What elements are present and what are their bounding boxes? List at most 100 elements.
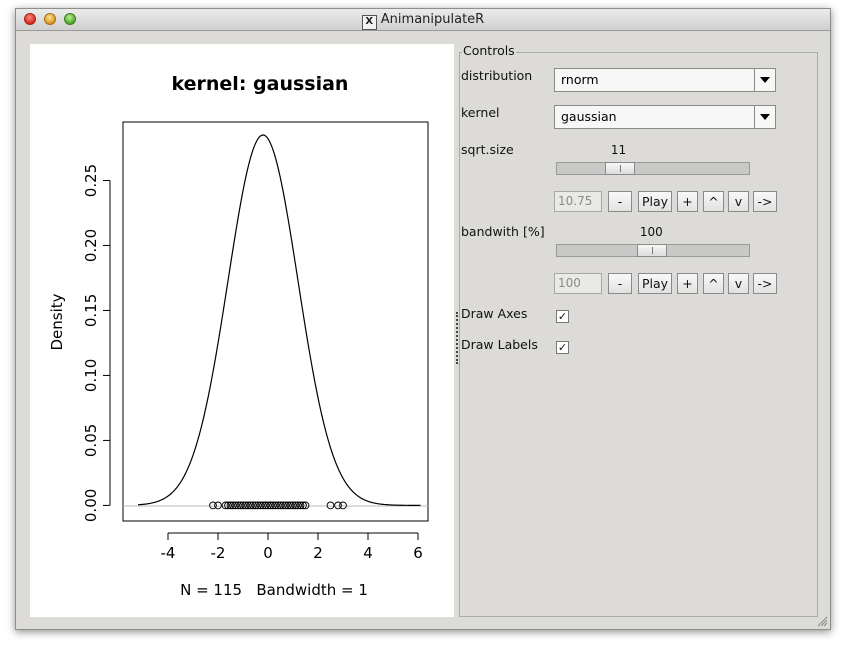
rug-point — [246, 501, 255, 510]
window-title: X AnimanipulateR — [16, 12, 830, 30]
bandwidth-value: 100 — [639, 225, 663, 239]
rug-point — [301, 501, 310, 510]
y-tick-label: 0.10 — [82, 359, 100, 392]
rug-point — [334, 501, 342, 510]
rug-point — [251, 501, 260, 510]
kernel-label: kernel — [461, 105, 500, 120]
rug-point — [276, 501, 285, 510]
controls-group — [459, 52, 818, 617]
distribution-label: distribution — [461, 68, 533, 83]
rug-point — [244, 501, 252, 510]
chevron-down-icon — [760, 77, 770, 83]
rug-point — [264, 501, 272, 510]
rug-point — [229, 501, 237, 510]
axis-group: -4 -2 0 2 4 6 0.00 0.05 0.10 0.15 0.20 0.25 — [82, 164, 423, 562]
rug-point — [279, 501, 287, 510]
kernel-combobox[interactable]: gaussian — [554, 105, 776, 129]
sqrt-size-slider[interactable] — [556, 162, 750, 175]
bandwidth-down-button[interactable]: v — [728, 273, 749, 294]
x-tick-label: -4 — [161, 544, 176, 562]
rug-point — [261, 501, 270, 510]
x11-icon: X — [361, 15, 377, 30]
sqrt-size-up-button[interactable]: ^ — [703, 191, 724, 212]
kernel-value: gaussian — [561, 109, 617, 124]
bandwidth-input[interactable]: 100 — [554, 273, 602, 294]
window-title-text: AnimanipulateR — [380, 12, 485, 27]
rug-point — [234, 501, 242, 510]
y-tick-label: 0.05 — [82, 424, 100, 457]
y-tick-label: 0.25 — [82, 164, 100, 197]
draw-labels-checkbox[interactable]: ✓ — [556, 341, 569, 354]
rug-point — [271, 501, 280, 510]
bandwidth-decrement-button[interactable]: - — [608, 273, 632, 294]
sqrt-size-slider-thumb[interactable] — [604, 162, 635, 175]
close-window-button[interactable] — [24, 13, 36, 25]
rug-point — [241, 501, 250, 510]
rug-point — [236, 501, 245, 510]
rug-point — [299, 501, 307, 510]
distribution-value: rnorm — [561, 72, 599, 87]
bandwidth-label: bandwith [%] — [461, 224, 545, 239]
rug-point — [254, 501, 262, 510]
rug-point — [269, 501, 277, 510]
rug-point — [281, 501, 290, 510]
x-tick-label: -2 — [211, 544, 226, 562]
x-axis-label: N = 115 Bandwidth = 1 — [180, 581, 368, 599]
rug-point — [284, 501, 292, 510]
x-tick-label: 0 — [263, 544, 273, 562]
rug-point — [256, 501, 265, 510]
rug-point — [249, 501, 257, 510]
y-tick-label: 0.00 — [82, 489, 100, 522]
sqrt-size-play-button[interactable]: Play — [638, 191, 672, 212]
rug-point — [296, 501, 305, 510]
sqrt-size-label: sqrt.size — [461, 142, 514, 157]
controls-legend: Controls — [462, 43, 516, 58]
rug-point — [231, 501, 240, 510]
draw-axes-checkbox[interactable]: ✓ — [556, 310, 569, 323]
density-curve — [137, 134, 421, 506]
sqrt-size-step-button[interactable]: -> — [753, 191, 777, 212]
rug-point — [239, 501, 247, 510]
y-tick-label: 0.20 — [82, 229, 100, 262]
distribution-combobox[interactable]: rnorm — [554, 68, 776, 92]
x-tick-label: 6 — [413, 544, 423, 562]
sqrt-size-down-button[interactable]: v — [728, 191, 749, 212]
rug-point — [286, 501, 295, 510]
bandwidth-increment-button[interactable]: + — [677, 273, 698, 294]
rug-points — [209, 501, 347, 510]
plot-frame — [122, 121, 429, 522]
bandwidth-slider-thumb[interactable] — [637, 244, 668, 257]
splitter-grip[interactable] — [456, 312, 461, 364]
rug-point — [326, 501, 335, 510]
rug-point — [291, 501, 300, 510]
x-tick-label: 4 — [363, 544, 373, 562]
title-bar[interactable]: X AnimanipulateR — [16, 9, 830, 31]
draw-axes-label: Draw Axes — [461, 306, 528, 321]
rug-point — [209, 501, 217, 510]
resize-grip-icon[interactable] — [817, 616, 828, 627]
plot-title: kernel: gaussian — [172, 73, 349, 95]
distribution-dropdown-button[interactable] — [754, 69, 775, 91]
bandwidth-step-button[interactable]: -> — [753, 273, 777, 294]
rug-point — [289, 501, 297, 510]
rug-point — [221, 501, 230, 510]
plot-area: kernel: gaussian -4 -2 0 2 4 6 0.00 0.05 0.10 0.1… — [30, 44, 454, 617]
rug-point — [224, 501, 232, 510]
chevron-down-icon — [760, 114, 770, 120]
rug-point — [274, 501, 282, 510]
bandwidth-up-button[interactable]: ^ — [703, 273, 724, 294]
rug-point — [259, 501, 267, 510]
sqrt-size-increment-button[interactable]: + — [677, 191, 698, 212]
rug-point — [339, 501, 347, 510]
rug-point — [266, 501, 275, 510]
x-tick-label: 2 — [313, 544, 323, 562]
sqrt-size-decrement-button[interactable]: - — [608, 191, 632, 212]
sqrt-size-input[interactable]: 10.75 — [554, 191, 602, 212]
kernel-dropdown-button[interactable] — [754, 106, 775, 128]
y-axis-label: Density — [48, 293, 66, 350]
minimize-window-button[interactable] — [44, 13, 56, 25]
zoom-window-button[interactable] — [64, 13, 76, 25]
bandwidth-play-button[interactable]: Play — [638, 273, 672, 294]
sqrt-size-value: 11 — [610, 143, 627, 157]
bandwidth-slider[interactable] — [556, 244, 750, 257]
